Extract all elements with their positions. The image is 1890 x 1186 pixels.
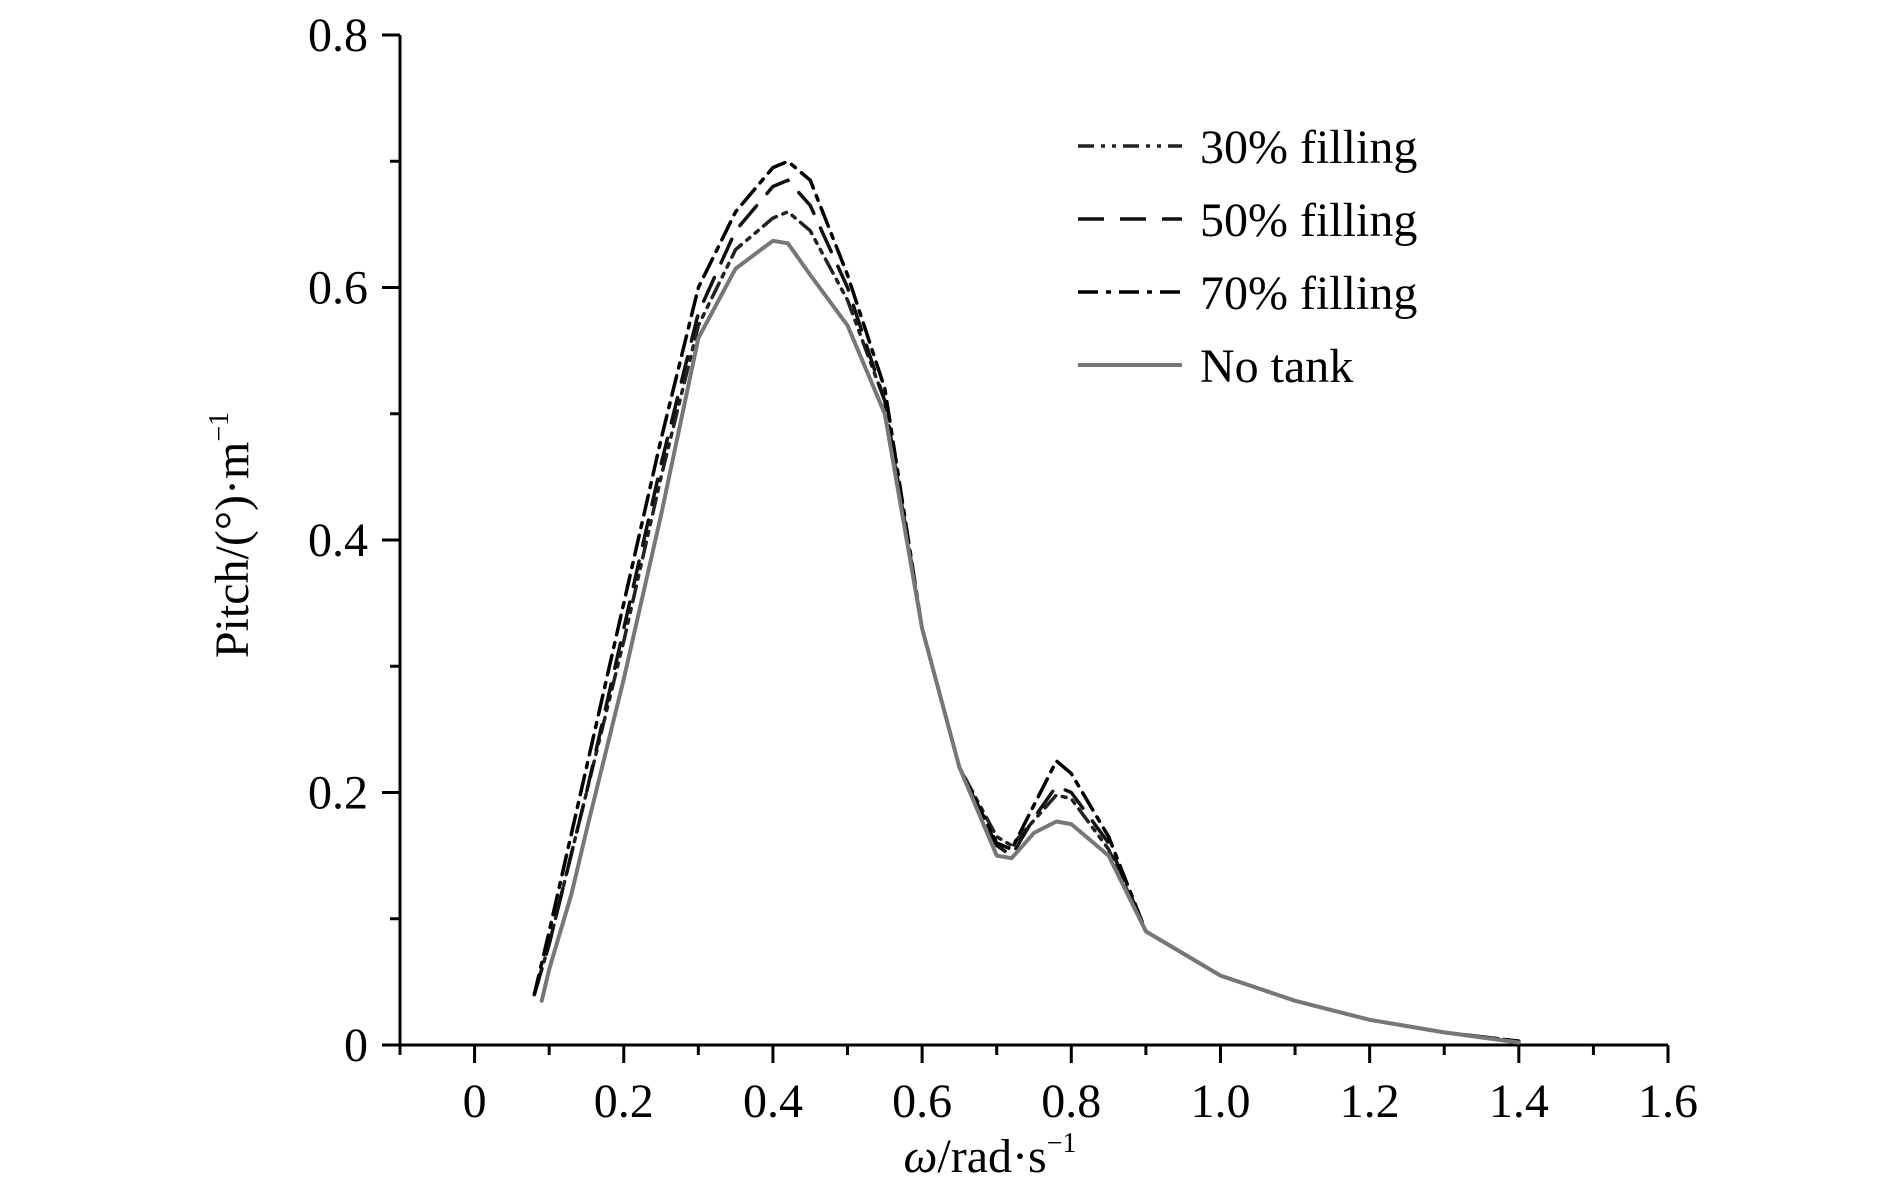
x-tick-label: 1.4	[1489, 1075, 1549, 1128]
legend-label-2: 70% filling	[1200, 267, 1417, 320]
y-ticks: 0 0.2 0.4 0.6 0.8	[308, 9, 400, 1072]
x-ticks: 0 0.2 0.4 0.6 0.8 1.0 1.2 1.4 1.6	[398, 1045, 1698, 1128]
y-tick-label: 0.4	[308, 514, 368, 567]
x-tick-label: 0.8	[1041, 1075, 1101, 1128]
axes	[398, 35, 1668, 1047]
y-tick-label: 0	[344, 1019, 368, 1072]
x-tick-label: 0.4	[743, 1075, 803, 1128]
y-tick-label: 0.8	[308, 9, 368, 62]
x-tick-label: 1.2	[1340, 1075, 1400, 1128]
x-tick-label: 1.0	[1190, 1075, 1250, 1128]
x-tick-label: 0	[463, 1075, 487, 1128]
y-tick-label: 0.6	[308, 262, 368, 315]
x-axis-title: ω/rad·s−1	[904, 1128, 1077, 1183]
legend: 30% filling 50% filling 70% filling No tank	[1078, 121, 1417, 393]
series-line-0	[532, 210, 1521, 1043]
y-tick-label: 0.2	[308, 767, 368, 820]
legend-label-3: No tank	[1200, 340, 1353, 393]
legend-label-1: 50% filling	[1200, 194, 1417, 247]
series-layer	[532, 159, 1521, 1045]
x-tick-label: 0.6	[892, 1075, 952, 1128]
y-axis-title: Pitch/(°)·m−1	[204, 412, 259, 658]
x-tick-label: 1.6	[1638, 1075, 1698, 1128]
legend-label-0: 30% filling	[1200, 121, 1417, 174]
series-line-3	[539, 238, 1521, 1045]
x-tick-label: 0.2	[594, 1075, 654, 1128]
